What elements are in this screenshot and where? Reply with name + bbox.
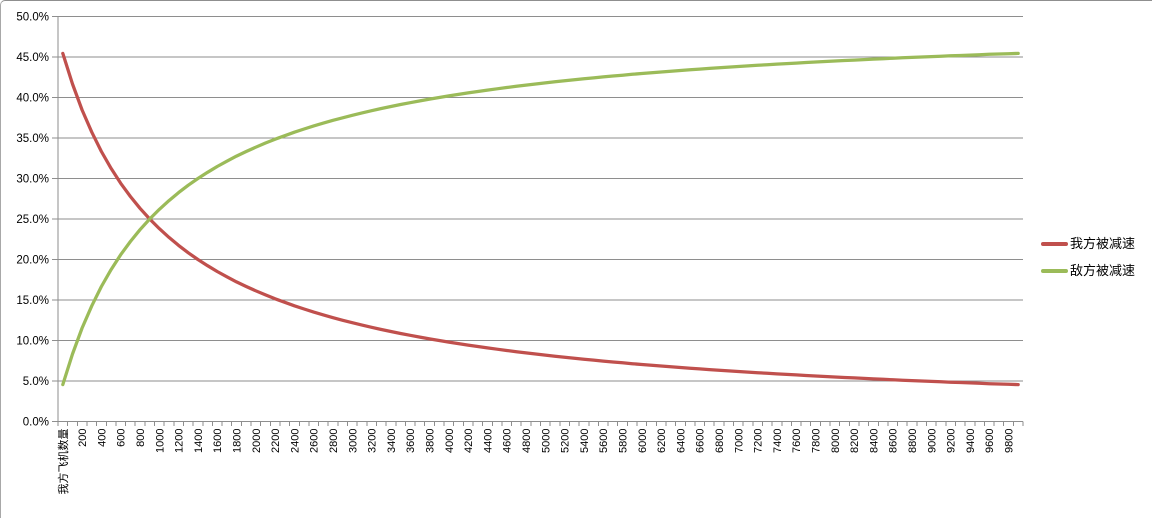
series-line-1[interactable] [61, 51, 1020, 387]
svg-text:6600: 6600 [695, 429, 707, 453]
svg-text:5200: 5200 [560, 429, 572, 453]
svg-text:25.0%: 25.0% [16, 214, 49, 226]
legend-entry-our-side-slowed[interactable]: 我方被减速 [1041, 234, 1135, 254]
svg-text:6000: 6000 [637, 429, 649, 453]
svg-text:15.0%: 15.0% [16, 295, 49, 307]
svg-text:20.0%: 20.0% [16, 255, 49, 267]
svg-text:35.0%: 35.0% [16, 133, 49, 145]
svg-text:2400: 2400 [289, 429, 301, 453]
legend-label-our-side-slowed: 我方被减速 [1070, 236, 1136, 251]
svg-text:9200: 9200 [946, 429, 958, 453]
svg-text:6200: 6200 [656, 429, 668, 453]
series-line-0[interactable] [61, 51, 1020, 387]
svg-text:2000: 2000 [251, 429, 263, 453]
svg-text:2800: 2800 [328, 429, 340, 453]
svg-text:50.0%: 50.0% [16, 12, 49, 24]
svg-text:6400: 6400 [675, 429, 687, 453]
svg-text:7200: 7200 [753, 429, 765, 453]
svg-text:9400: 9400 [965, 429, 977, 453]
svg-text:3000: 3000 [347, 429, 359, 453]
svg-text:7000: 7000 [733, 429, 745, 453]
svg-text:3800: 3800 [425, 429, 437, 453]
svg-text:7400: 7400 [772, 429, 784, 453]
svg-text:600: 600 [116, 429, 128, 447]
svg-text:0.0%: 0.0% [23, 417, 49, 429]
svg-text:9600: 9600 [984, 429, 996, 453]
svg-text:4400: 4400 [482, 429, 494, 453]
svg-text:8200: 8200 [849, 429, 861, 453]
svg-text:8400: 8400 [868, 429, 880, 453]
svg-text:3400: 3400 [386, 429, 398, 453]
legend: 我方被减速 敌方被减速 [1041, 234, 1135, 281]
svg-text:8600: 8600 [888, 429, 900, 453]
y-gridlines [52, 16, 1023, 422]
svg-text:5000: 5000 [540, 429, 552, 453]
svg-text:1600: 1600 [212, 429, 224, 453]
svg-text:400: 400 [96, 429, 108, 447]
legend-label-enemy-slowed: 敌方被减速 [1070, 263, 1136, 278]
svg-text:10.0%: 10.0% [16, 336, 49, 348]
svg-text:2600: 2600 [309, 429, 321, 453]
svg-text:5400: 5400 [579, 429, 591, 453]
svg-text:5800: 5800 [618, 429, 630, 453]
svg-text:6800: 6800 [714, 429, 726, 453]
svg-text:4200: 4200 [463, 429, 475, 453]
svg-text:4000: 4000 [444, 429, 456, 453]
svg-text:7800: 7800 [811, 429, 823, 453]
svg-text:8800: 8800 [907, 429, 919, 453]
svg-text:我方飞机数量: 我方飞机数量 [56, 429, 70, 495]
legend-line-sample-green-icon [1041, 269, 1068, 273]
svg-text:40.0%: 40.0% [16, 93, 49, 105]
x-axis-ticks [57, 421, 1024, 426]
svg-text:1400: 1400 [193, 429, 205, 453]
svg-text:1800: 1800 [232, 429, 244, 453]
x-axis-tick-labels: 我方飞机数量 200 400 600 800 1000 1200 1400 1600 1800 20… [56, 428, 1016, 494]
svg-text:200: 200 [77, 429, 89, 447]
svg-text:4600: 4600 [502, 428, 514, 452]
svg-text:2200: 2200 [270, 429, 282, 453]
y-axis-tick-labels: 0.0% 5.0% 10.0% 15.0% 20.0% 25.0% 30.0% 35.0% 40… [16, 12, 49, 429]
legend-line-sample-red-icon [1041, 242, 1068, 246]
svg-text:1200: 1200 [174, 429, 186, 453]
svg-text:7600: 7600 [791, 429, 803, 453]
svg-text:9800: 9800 [1004, 429, 1016, 453]
legend-entry-enemy-slowed[interactable]: 敌方被减速 [1041, 261, 1135, 281]
svg-text:9000: 9000 [926, 429, 938, 453]
svg-text:800: 800 [135, 429, 147, 447]
svg-text:1000: 1000 [154, 429, 166, 453]
svg-text:3200: 3200 [367, 429, 379, 453]
svg-text:5600: 5600 [598, 429, 610, 453]
svg-text:5.0%: 5.0% [23, 376, 49, 388]
svg-text:8000: 8000 [830, 429, 842, 453]
svg-text:4800: 4800 [521, 429, 533, 453]
svg-text:45.0%: 45.0% [16, 52, 49, 64]
svg-text:30.0%: 30.0% [16, 174, 49, 186]
svg-text:3600: 3600 [405, 429, 417, 453]
